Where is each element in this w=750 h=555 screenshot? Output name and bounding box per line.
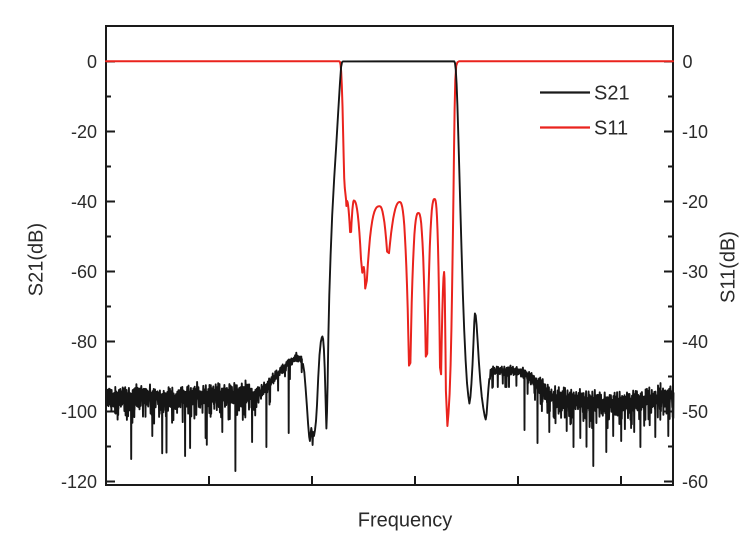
svg-text:-30: -30 [682,262,708,282]
svg-text:-50: -50 [682,402,708,422]
svg-text:S11(dB): S11(dB) [718,231,740,303]
svg-text:-20: -20 [71,122,97,142]
svg-text:-60: -60 [682,472,708,492]
svg-text:-60: -60 [71,262,97,282]
svg-text:-80: -80 [71,332,97,352]
svg-text:0: 0 [87,52,97,72]
svg-text:-10: -10 [682,122,708,142]
svg-text:-40: -40 [682,332,708,352]
svg-text:-120: -120 [61,472,97,492]
svg-text:-100: -100 [61,402,97,422]
svg-text:-40: -40 [71,192,97,212]
svg-text:S21(dB): S21(dB) [26,223,48,296]
svg-text:Frequency: Frequency [358,510,453,532]
svg-text:-20: -20 [682,192,708,212]
svg-text:0: 0 [683,52,693,72]
svg-text:S21: S21 [594,83,630,105]
svg-text:S11: S11 [594,118,628,140]
